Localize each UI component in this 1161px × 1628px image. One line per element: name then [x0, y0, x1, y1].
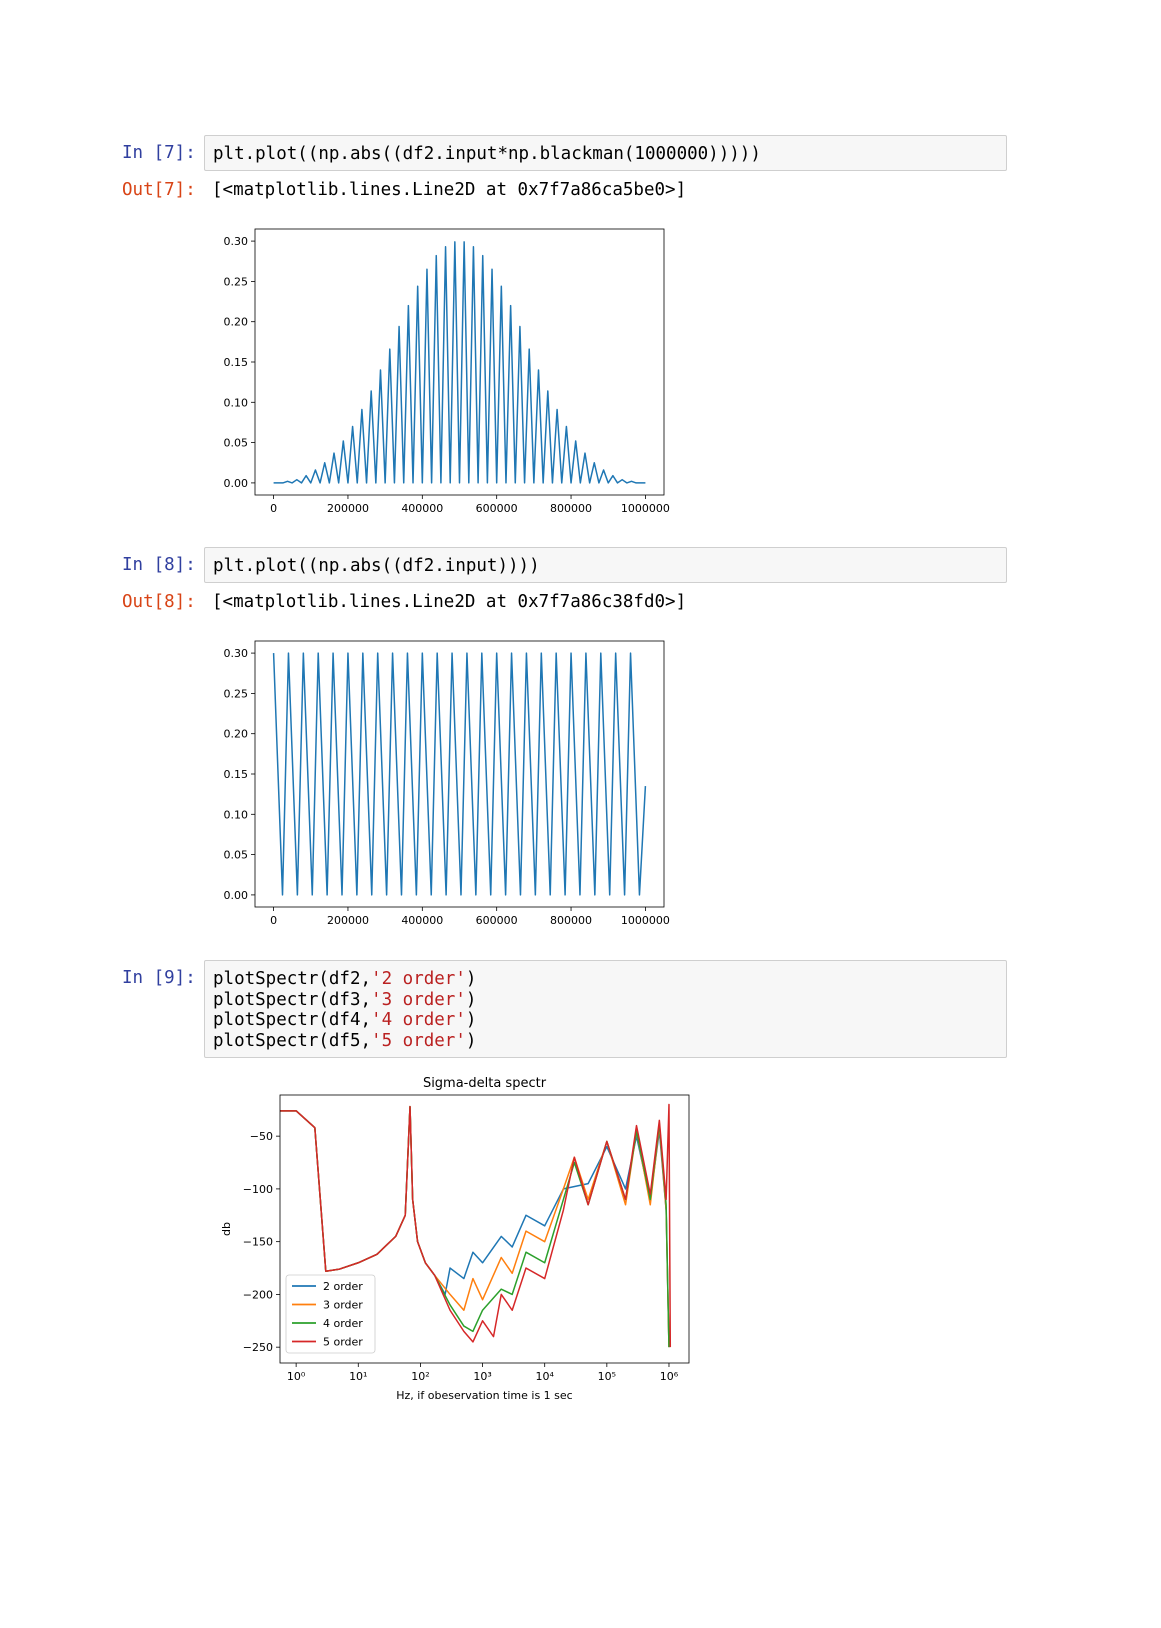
data-line	[272, 652, 647, 896]
y-tick-label: 0.10	[224, 396, 249, 409]
code-string: '2 order'	[371, 969, 466, 989]
output-text: [<matplotlib.lines.Line2D at 0x7f7a86ca5…	[212, 180, 687, 200]
code-token: )	[465, 969, 477, 989]
axes-frame	[279, 1094, 690, 1364]
code-line: plt.plot((np.abs((df2.input))))	[213, 556, 540, 576]
x-tick-label: 400000	[401, 914, 443, 927]
x-tick-label: 10⁰	[287, 1370, 306, 1383]
x-tick-label: 10³	[473, 1370, 491, 1383]
y-tick-label: 0.10	[224, 808, 249, 821]
x-axis-label: Hz, if obeservation time is 1 sec	[396, 1389, 572, 1402]
x-tick-label: 10⁴	[535, 1370, 554, 1383]
code-token: plotSpectr(df4,	[213, 1010, 372, 1030]
y-tick-label: 0.05	[224, 437, 249, 450]
output-prompt: Out[8]:	[122, 592, 196, 612]
code-cell[interactable]: plotSpectr(df2,'2 order') plotSpectr(df3…	[204, 960, 1007, 1058]
y-tick-label: 0.30	[224, 235, 249, 248]
y-tick-label: 0.00	[224, 477, 249, 490]
y-tick-label: 0.20	[224, 316, 249, 329]
y-tick-label: −50	[250, 1130, 273, 1143]
code-string: '4 order'	[371, 1010, 466, 1030]
code-line: plt.plot((np.abs((df2.input*np.blackman(…	[213, 144, 761, 164]
y-tick-label: −150	[243, 1236, 273, 1249]
x-tick-label: 10⁶	[660, 1370, 679, 1383]
x-tick-label: 400000	[401, 502, 443, 515]
code-line: plotSpectr(df5,'5 order')	[213, 1031, 998, 1052]
code-token: plotSpectr(df5,	[213, 1030, 372, 1051]
code-line: plotSpectr(df3,'3 order')	[213, 990, 998, 1011]
code-token: plotSpectr(df3,	[213, 989, 372, 1010]
y-tick-label: −200	[243, 1288, 273, 1301]
x-tick-label: 800000	[550, 502, 592, 515]
code-token: plotSpectr(df2,	[213, 969, 372, 989]
legend-label: 2 order	[323, 1280, 363, 1293]
input-prompt: In [8]:	[122, 555, 196, 575]
x-tick-label: 200000	[327, 502, 369, 515]
y-tick-label: −100	[243, 1183, 273, 1196]
code-string: '3 order'	[371, 989, 466, 1010]
legend-label: 3 order	[323, 1299, 363, 1312]
legend-label: 5 order	[323, 1336, 363, 1349]
x-tick-label: 0	[270, 914, 277, 927]
y-tick-label: 0.30	[224, 647, 249, 660]
code-cell[interactable]: plt.plot((np.abs((df2.input*np.blackman(…	[204, 135, 1007, 171]
y-tick-label: 0.05	[224, 849, 249, 862]
y-tick-label: 0.00	[224, 889, 249, 902]
code-line: plotSpectr(df4,'4 order')	[213, 1010, 998, 1031]
x-tick-label: 600000	[476, 502, 518, 515]
x-tick-label: 1000000	[621, 914, 670, 927]
x-tick-label: 600000	[476, 914, 518, 927]
x-tick-label: 200000	[327, 914, 369, 927]
output-text: [<matplotlib.lines.Line2D at 0x7f7a86c38…	[212, 592, 687, 612]
x-tick-label: 10⁵	[598, 1370, 616, 1383]
x-tick-label: 10¹	[349, 1370, 367, 1383]
data-line	[280, 1103, 672, 1348]
y-axis-label: db	[220, 1222, 233, 1236]
chart-title: Sigma-delta spectr	[423, 1076, 547, 1091]
input-prompt: In [7]:	[122, 143, 196, 163]
code-line: plotSpectr(df2,'2 order')	[213, 969, 998, 990]
x-tick-label: 1000000	[621, 502, 670, 515]
data-line	[273, 241, 646, 484]
input-prompt: In [9]:	[122, 968, 196, 988]
y-tick-label: 0.20	[224, 728, 249, 741]
code-token: )	[465, 989, 477, 1010]
code-token: )	[465, 1010, 477, 1030]
code-string: '5 order'	[371, 1030, 466, 1051]
y-tick-label: 0.15	[224, 768, 249, 781]
code-cell[interactable]: plt.plot((np.abs((df2.input))))	[204, 547, 1007, 583]
x-tick-label: 800000	[550, 914, 592, 927]
x-tick-label: 10²	[411, 1370, 429, 1383]
x-tick-label: 0	[270, 502, 277, 515]
y-tick-label: 0.25	[224, 687, 249, 700]
code-token: )	[465, 1030, 477, 1051]
y-tick-label: 0.25	[224, 275, 249, 288]
y-tick-label: −250	[243, 1341, 273, 1354]
legend-label: 4 order	[323, 1317, 363, 1330]
y-tick-label: 0.15	[224, 356, 249, 369]
output-prompt: Out[7]:	[122, 180, 196, 200]
legend-box	[285, 1274, 376, 1354]
